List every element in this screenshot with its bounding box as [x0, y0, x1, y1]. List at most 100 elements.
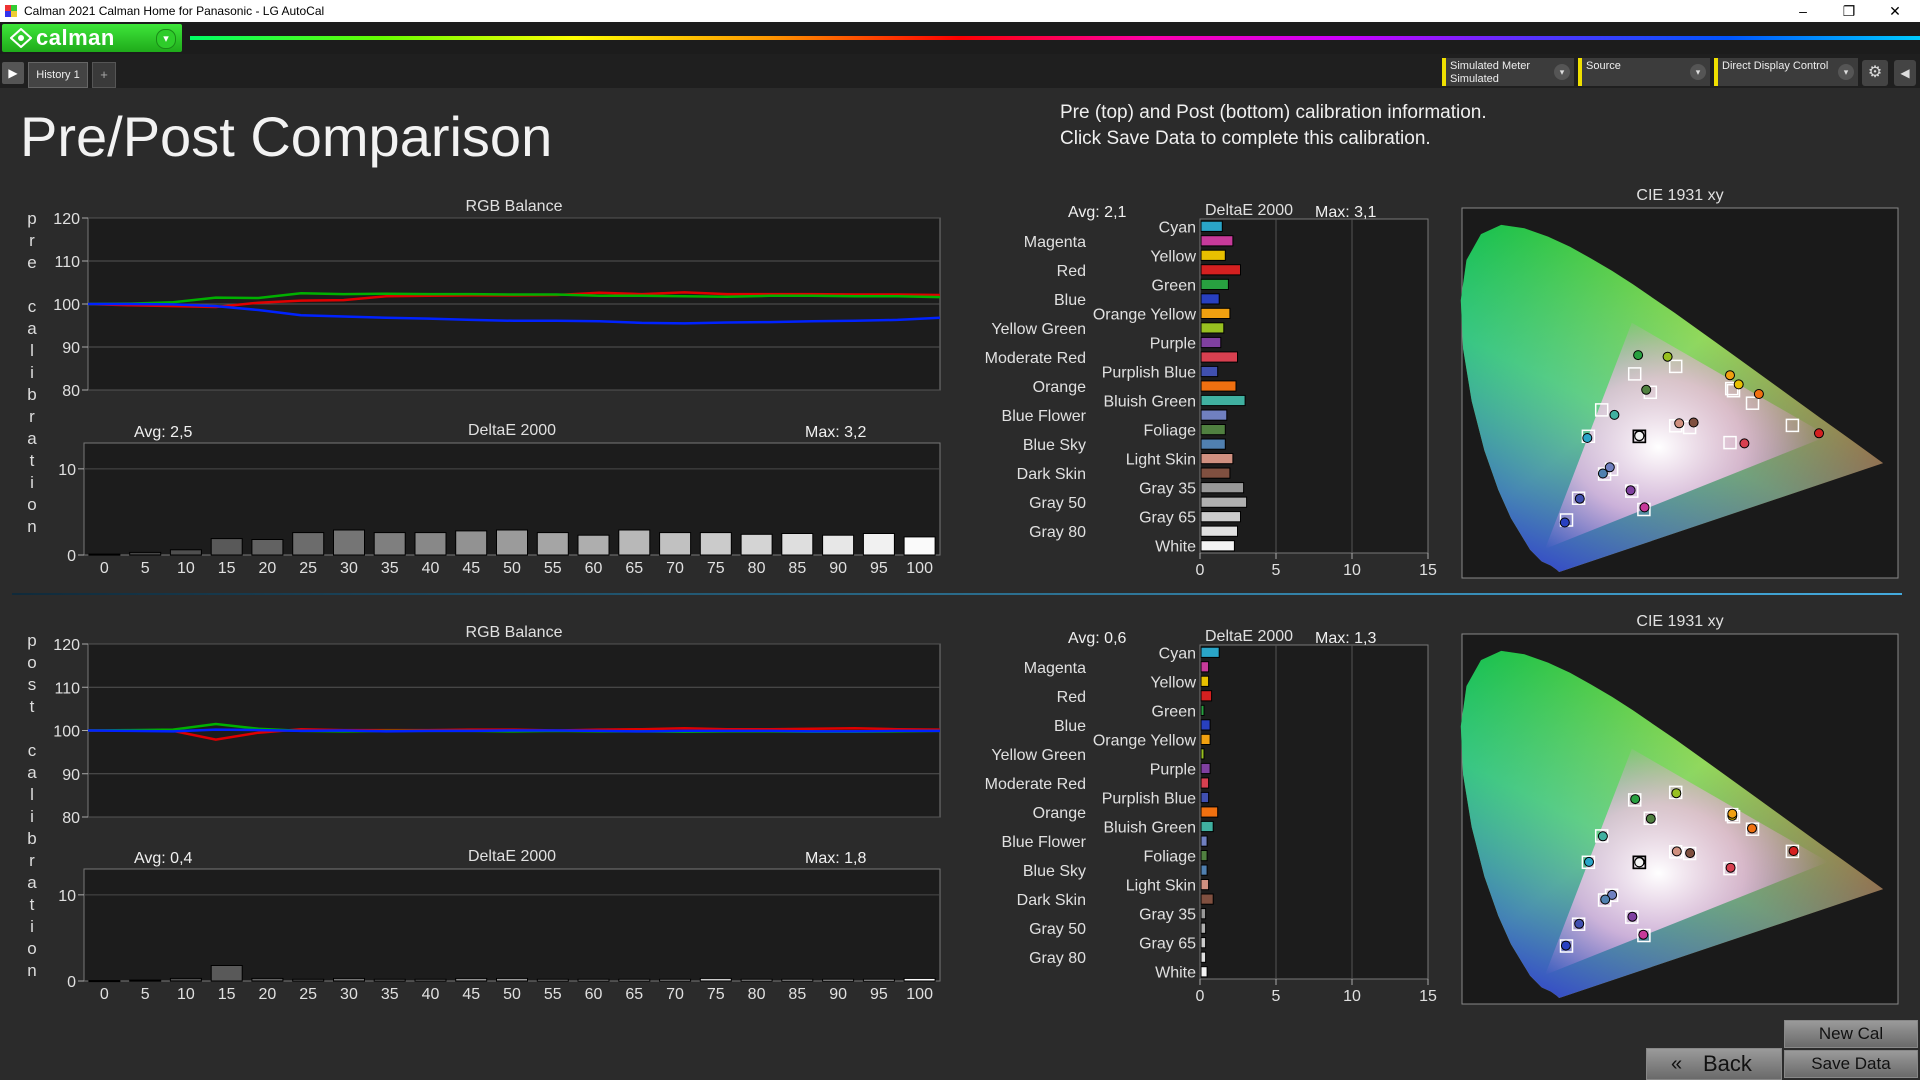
meter-dropdown[interactable]: Simulated Meter Simulated ▾ [1442, 58, 1574, 86]
colorchecker-de-bar [1200, 293, 1220, 305]
display-control-dropdown[interactable]: Direct Display Control ▾ [1714, 58, 1858, 86]
patch-label: Blue Sky [1023, 863, 1086, 880]
colorchecker-de-bar [1200, 835, 1208, 847]
cie-measured-marker [1645, 813, 1656, 824]
y-tick-label: 10 [58, 462, 76, 479]
vertical-label-char: p [27, 209, 37, 228]
colorchecker-de-bar [1200, 424, 1226, 436]
y-tick-label: 120 [53, 637, 80, 654]
x-tick-label: 90 [829, 986, 847, 1003]
patch-label: Yellow [1150, 674, 1196, 691]
colorchecker-de-bar [1200, 922, 1207, 934]
cie-measured-marker [1627, 911, 1638, 922]
patch-label: Purple [1150, 761, 1196, 778]
patch-label: Red [1057, 263, 1086, 280]
play-icon[interactable]: ▶ [2, 62, 24, 84]
colorchecker-de-bar [1200, 646, 1220, 658]
x-tick-label: 5 [141, 986, 150, 1003]
grayscale-de-bar [903, 977, 936, 982]
cie-target-marker [1668, 785, 1683, 800]
grayscale-de-bar [822, 978, 855, 982]
x-tick-label: 0 [100, 986, 109, 1003]
grayscale-de-bar [169, 549, 202, 556]
colorchecker-de-bar [1200, 220, 1223, 232]
gear-icon[interactable]: ⚙ [1862, 60, 1888, 86]
grayscale-de-bar [496, 977, 528, 982]
colorchecker-de-bar [1200, 380, 1237, 392]
vertical-label-char: b [27, 385, 37, 404]
grayscale-de-bar [129, 979, 162, 982]
blue-balance-line [87, 728, 940, 733]
x-tick-label: 65 [625, 986, 643, 1003]
grayscale-de-bar [781, 978, 814, 982]
colorchecker-de-title: DeltaE 2000 [1205, 202, 1293, 219]
colorchecker-de-bar [1200, 879, 1210, 891]
vertical-label-char: i [30, 917, 34, 936]
chevron-down-icon[interactable]: ▾ [1554, 64, 1570, 80]
calman-logo-menu[interactable]: calman ▾ [2, 24, 182, 52]
cie-measured-marker [1733, 379, 1744, 390]
grayscale-de-plot-area [83, 868, 941, 982]
grayscale-de-bar [862, 533, 895, 556]
vertical-label-char: o [27, 495, 37, 514]
window-title: Calman 2021 Calman Home for Panasonic - … [24, 4, 325, 18]
minimize-button[interactable]: – [1799, 3, 1807, 19]
patch-label: White [1155, 965, 1196, 982]
vertical-label-char: s [27, 675, 37, 694]
colorchecker-de-bar [1200, 791, 1210, 804]
cie-measured-marker [1634, 857, 1645, 868]
colorchecker-de-bar [1200, 453, 1234, 465]
y-tick-label: 90 [62, 340, 80, 357]
save-data-button[interactable]: Save Data [1784, 1050, 1918, 1078]
x-tick-label: 55 [544, 560, 562, 577]
info-text-line1: Pre (top) and Post (bottom) calibration … [1060, 102, 1487, 123]
x-tick-label: 75 [707, 986, 725, 1003]
colorchecker-de-bar [1200, 675, 1210, 687]
cie-measured-marker [1630, 794, 1641, 805]
patch-label: Gray 80 [1029, 524, 1086, 541]
x-tick-label: 70 [666, 986, 684, 1003]
tab-history-1[interactable]: History 1 [28, 62, 88, 88]
patch-label: Orange [1033, 379, 1086, 396]
new-cal-button[interactable]: New Cal [1784, 1020, 1918, 1048]
colorchecker-de-bar [1200, 704, 1205, 716]
grayscale-de-bar [414, 978, 447, 982]
x-tick-label: 15 [218, 986, 236, 1003]
meter-dropdown-value: Simulated [1450, 73, 1499, 85]
chevron-down-icon[interactable]: ▾ [156, 29, 176, 49]
add-tab-button[interactable]: + [92, 62, 116, 88]
collapse-panel-icon[interactable]: ◀ [1894, 60, 1916, 86]
patch-label: Yellow Green [991, 747, 1086, 764]
x-tick-label: 25 [299, 986, 317, 1003]
colorchecker-de-bar [1200, 394, 1246, 407]
grayscale-de-bar [414, 532, 447, 556]
grayscale-de-bar [88, 553, 121, 556]
avg-label: Avg: 2,5 [134, 424, 193, 441]
patch-label: Gray 35 [1139, 907, 1196, 924]
x-tick-label: 60 [585, 560, 603, 577]
source-dropdown[interactable]: Source ▾ [1578, 58, 1710, 86]
grayscale-de-bar [373, 978, 406, 982]
grayscale-de-bar [740, 533, 773, 556]
chevron-down-icon[interactable]: ▾ [1838, 64, 1854, 80]
back-button[interactable]: « Back [1646, 1048, 1782, 1080]
colorchecker-de-bar [1200, 467, 1231, 479]
patch-label: Foliage [1144, 849, 1197, 866]
cie-target-marker [1643, 811, 1658, 826]
vertical-label-char: i [30, 807, 34, 826]
logo-text: calman [36, 25, 115, 50]
restore-button[interactable]: ❐ [1842, 3, 1856, 19]
cie-target-marker [1581, 855, 1596, 870]
patch-label: Cyan [1159, 219, 1196, 236]
chevron-down-icon[interactable]: ▾ [1690, 64, 1706, 80]
close-button[interactable]: ✕ [1889, 3, 1901, 19]
vertical-label-char: r [29, 407, 35, 426]
x-tick-label: 45 [462, 986, 480, 1003]
vertical-label-char: a [27, 429, 37, 448]
colorchecker-de-bar [1200, 511, 1241, 523]
cie-target-marker [1597, 893, 1612, 907]
y-tick-label: 100 [53, 724, 80, 741]
colorchecker-de-bar [1200, 690, 1213, 702]
x-tick-label: 35 [381, 560, 399, 577]
